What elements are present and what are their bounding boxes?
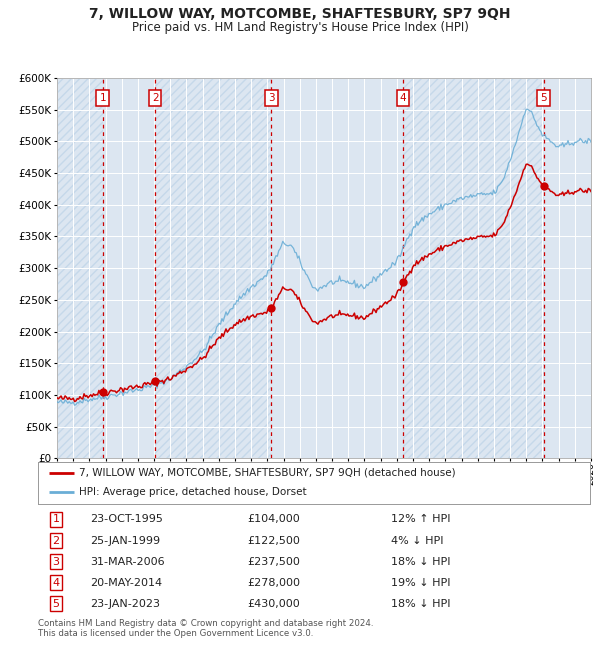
Text: 3: 3 bbox=[268, 94, 275, 103]
Text: 12% ↑ HPI: 12% ↑ HPI bbox=[391, 515, 451, 525]
Text: 2: 2 bbox=[52, 536, 59, 545]
Text: 31-MAR-2006: 31-MAR-2006 bbox=[90, 556, 165, 567]
Bar bbox=[155, 78, 271, 458]
Text: 2: 2 bbox=[152, 94, 158, 103]
Text: 4: 4 bbox=[400, 94, 406, 103]
Text: HPI: Average price, detached house, Dorset: HPI: Average price, detached house, Dors… bbox=[79, 488, 307, 497]
Text: 4: 4 bbox=[52, 578, 59, 588]
Text: 25-JAN-1999: 25-JAN-1999 bbox=[90, 536, 160, 545]
Text: 1: 1 bbox=[53, 515, 59, 525]
Text: Contains HM Land Registry data © Crown copyright and database right 2024.
This d: Contains HM Land Registry data © Crown c… bbox=[38, 619, 373, 638]
Text: 18% ↓ HPI: 18% ↓ HPI bbox=[391, 599, 451, 608]
Bar bbox=[103, 78, 155, 458]
Bar bbox=[155, 78, 271, 458]
Text: £237,500: £237,500 bbox=[248, 556, 301, 567]
Text: 5: 5 bbox=[53, 599, 59, 608]
Text: Price paid vs. HM Land Registry's House Price Index (HPI): Price paid vs. HM Land Registry's House … bbox=[131, 21, 469, 34]
Text: 1: 1 bbox=[100, 94, 106, 103]
Text: 7, WILLOW WAY, MOTCOMBE, SHAFTESBURY, SP7 9QH (detached house): 7, WILLOW WAY, MOTCOMBE, SHAFTESBURY, SP… bbox=[79, 468, 456, 478]
Text: 23-OCT-1995: 23-OCT-1995 bbox=[90, 515, 163, 525]
Text: £122,500: £122,500 bbox=[248, 536, 301, 545]
Text: £104,000: £104,000 bbox=[248, 515, 301, 525]
Bar bbox=[403, 78, 544, 458]
Bar bbox=[271, 78, 403, 458]
Text: 19% ↓ HPI: 19% ↓ HPI bbox=[391, 578, 451, 588]
Text: 5: 5 bbox=[540, 94, 547, 103]
Text: 20-MAY-2014: 20-MAY-2014 bbox=[90, 578, 163, 588]
Text: 7, WILLOW WAY, MOTCOMBE, SHAFTESBURY, SP7 9QH: 7, WILLOW WAY, MOTCOMBE, SHAFTESBURY, SP… bbox=[89, 6, 511, 21]
Text: 18% ↓ HPI: 18% ↓ HPI bbox=[391, 556, 451, 567]
Bar bbox=[544, 78, 591, 458]
Bar bbox=[57, 78, 103, 458]
Text: 3: 3 bbox=[53, 556, 59, 567]
Text: 4% ↓ HPI: 4% ↓ HPI bbox=[391, 536, 443, 545]
Bar bbox=[403, 78, 544, 458]
Text: £430,000: £430,000 bbox=[248, 599, 301, 608]
Text: £278,000: £278,000 bbox=[248, 578, 301, 588]
Bar bbox=[57, 78, 103, 458]
Text: 23-JAN-2023: 23-JAN-2023 bbox=[90, 599, 160, 608]
